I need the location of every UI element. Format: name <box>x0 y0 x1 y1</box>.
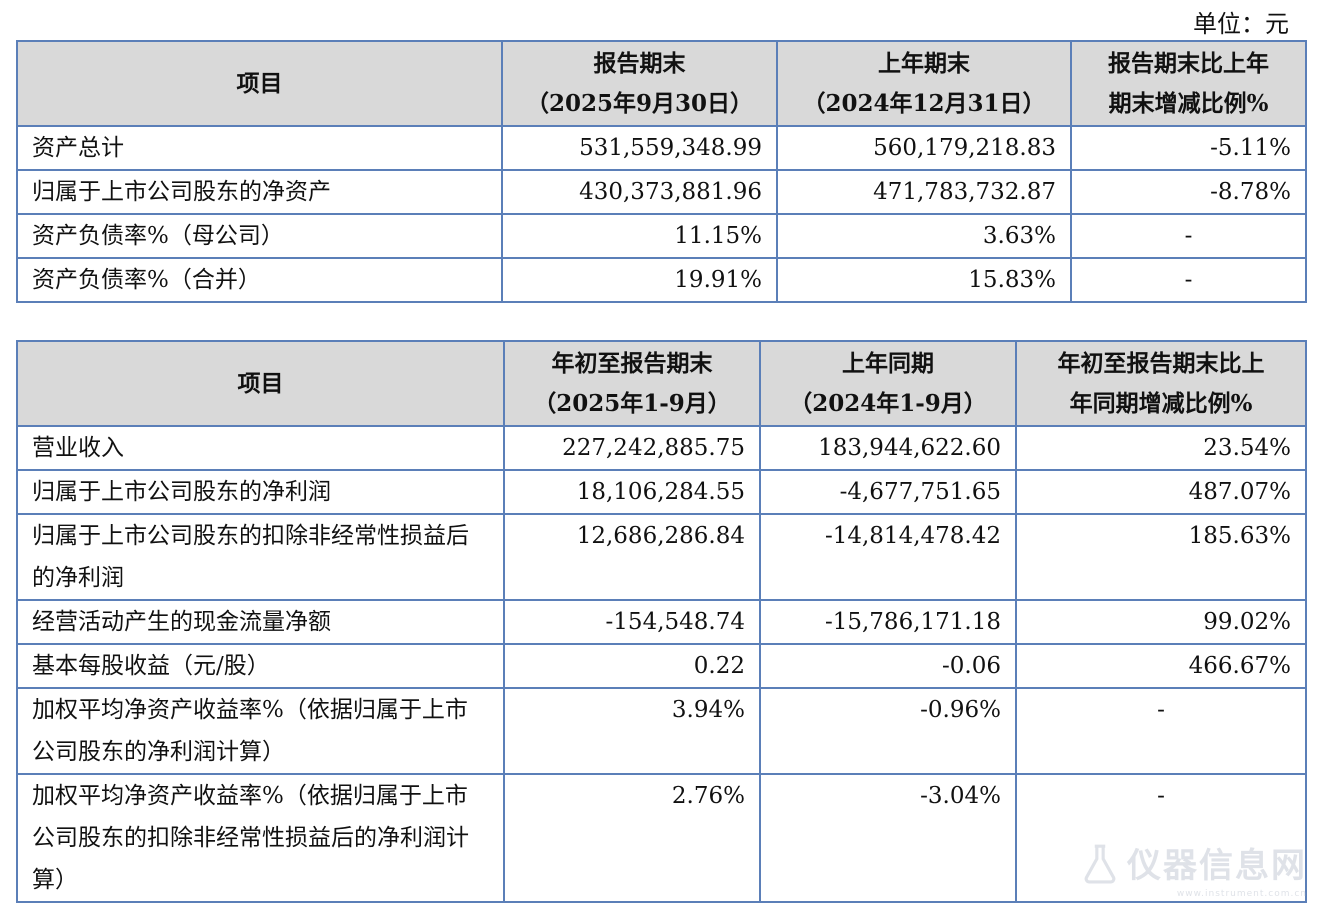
header-prior-period: 上年同期 （2024年1-9月） <box>759 340 1017 427</box>
header-line: 上年期末 <box>878 49 970 77</box>
header-line: 报告期末比上年 <box>1108 49 1269 77</box>
cell-value: 471,783,732.87 <box>776 169 1072 215</box>
row-label: 归属于上市公司股东的扣除非经常性损益后的净利润 <box>16 513 505 601</box>
header-line: 年初至报告期末 <box>551 349 713 377</box>
cell-value: 2.76% <box>503 773 761 903</box>
cell-value: -4,677,751.65 <box>759 469 1017 515</box>
table-row: 资产负债率%（合并） 19.91% 15.83% - <box>16 257 1307 303</box>
row-label: 基本每股收益（元/股） <box>16 643 505 689</box>
table-header-row: 项目 报告期末 （2025年9月30日） 上年期末 （2024年12月31日） … <box>16 40 1307 127</box>
row-label: 营业收入 <box>16 425 505 471</box>
cell-value: 531,559,348.99 <box>501 125 778 171</box>
cell-value: -3.04% <box>759 773 1017 903</box>
row-label: 加权平均净资产收益率%（依据归属于上市公司股东的净利润计算） <box>16 687 505 775</box>
header-line: （2025年9月30日） <box>525 89 754 117</box>
table-row: 营业收入 227,242,885.75 183,944,622.60 23.54… <box>16 425 1307 471</box>
cell-value: -15,786,171.18 <box>759 599 1017 645</box>
income-table: 项目 年初至报告期末 （2025年1-9月） 上年同期 （2024年1-9月） … <box>16 340 1307 903</box>
flask-icon <box>1084 844 1116 883</box>
cell-value: 183,944,622.60 <box>759 425 1017 471</box>
cell-value: 430,373,881.96 <box>501 169 778 215</box>
header-line: （2025年1-9月） <box>533 389 731 417</box>
unit-label: 单位：元 <box>1193 10 1289 38</box>
cell-value: 18,106,284.55 <box>503 469 761 515</box>
watermark-text: 仪器信息网 <box>1127 846 1307 886</box>
cell-value: - <box>1070 257 1307 303</box>
header-line: 期末增减比例% <box>1108 89 1269 117</box>
header-change-pct: 报告期末比上年 期末增减比例% <box>1070 40 1307 127</box>
cell-value: 0.22 <box>503 643 761 689</box>
cell-value: - <box>1070 213 1307 259</box>
table-row: 资产总计 531,559,348.99 560,179,218.83 -5.11… <box>16 125 1307 171</box>
table-header-row: 项目 年初至报告期末 （2025年1-9月） 上年同期 （2024年1-9月） … <box>16 340 1307 427</box>
header-line: 年初至报告期末比上 <box>1057 349 1265 377</box>
header-line: （2024年1-9月） <box>789 389 987 417</box>
cell-value: 185.63% <box>1015 513 1307 601</box>
cell-value: 19.91% <box>501 257 778 303</box>
header-item: 项目 <box>16 340 505 427</box>
header-line: 年同期增减比例% <box>1069 389 1253 417</box>
row-label: 加权平均净资产收益率%（依据归属于上市公司股东的扣除非经常性损益后的净利润计算） <box>16 773 505 903</box>
table-row: 归属于上市公司股东的净利润 18,106,284.55 -4,677,751.6… <box>16 469 1307 515</box>
row-label: 经营活动产生的现金流量净额 <box>16 599 505 645</box>
balance-table: 项目 报告期末 （2025年9月30日） 上年期末 （2024年12月31日） … <box>16 40 1307 303</box>
cell-value: 11.15% <box>501 213 778 259</box>
cell-value: 227,242,885.75 <box>503 425 761 471</box>
header-prior-year-end: 上年期末 （2024年12月31日） <box>776 40 1072 127</box>
table-row: 归属于上市公司股东的扣除非经常性损益后的净利润 12,686,286.84 -1… <box>16 513 1307 601</box>
watermark-url: www.instrument.com.cn <box>1176 889 1307 899</box>
table-row: 资产负债率%（母公司） 11.15% 3.63% - <box>16 213 1307 259</box>
header-line: （2024年12月31日） <box>802 89 1046 117</box>
watermark: 仪器信息网 www.instrument.com.cn <box>1079 838 1307 899</box>
cell-value: -154,548.74 <box>503 599 761 645</box>
table-row: 加权平均净资产收益率%（依据归属于上市公司股东的净利润计算） 3.94% -0.… <box>16 687 1307 775</box>
cell-value: -0.06 <box>759 643 1017 689</box>
header-item: 项目 <box>16 40 503 127</box>
header-change-pct: 年初至报告期末比上 年同期增减比例% <box>1015 340 1307 427</box>
row-label: 归属于上市公司股东的净利润 <box>16 469 505 515</box>
row-label: 资产总计 <box>16 125 503 171</box>
table-row: 加权平均净资产收益率%（依据归属于上市公司股东的扣除非经常性损益后的净利润计算）… <box>16 773 1307 903</box>
cell-value: - <box>1015 773 1307 903</box>
table-row: 基本每股收益（元/股） 0.22 -0.06 466.67% <box>16 643 1307 689</box>
table-row: 归属于上市公司股东的净资产 430,373,881.96 471,783,732… <box>16 169 1307 215</box>
cell-value: 23.54% <box>1015 425 1307 471</box>
cell-value: 466.67% <box>1015 643 1307 689</box>
cell-value: 12,686,286.84 <box>503 513 761 601</box>
header-line: 报告期末 <box>593 49 686 77</box>
header-period-end: 报告期末 （2025年9月30日） <box>501 40 778 127</box>
cell-value: 560,179,218.83 <box>776 125 1072 171</box>
cell-value: 3.63% <box>776 213 1072 259</box>
table-row: 经营活动产生的现金流量净额 -154,548.74 -15,786,171.18… <box>16 599 1307 645</box>
cell-value: 99.02% <box>1015 599 1307 645</box>
cell-value: -8.78% <box>1070 169 1307 215</box>
cell-value: 15.83% <box>776 257 1072 303</box>
header-line: 上年同期 <box>842 349 934 377</box>
cell-value: - <box>1015 687 1307 775</box>
row-label: 资产负债率%（母公司） <box>16 213 503 259</box>
header-ytd: 年初至报告期末 （2025年1-9月） <box>503 340 761 427</box>
cell-value: -14,814,478.42 <box>759 513 1017 601</box>
row-label: 归属于上市公司股东的净资产 <box>16 169 503 215</box>
cell-value: -5.11% <box>1070 125 1307 171</box>
cell-value: -0.96% <box>759 687 1017 775</box>
row-label: 资产负债率%（合并） <box>16 257 503 303</box>
cell-value: 3.94% <box>503 687 761 775</box>
cell-value: 487.07% <box>1015 469 1307 515</box>
